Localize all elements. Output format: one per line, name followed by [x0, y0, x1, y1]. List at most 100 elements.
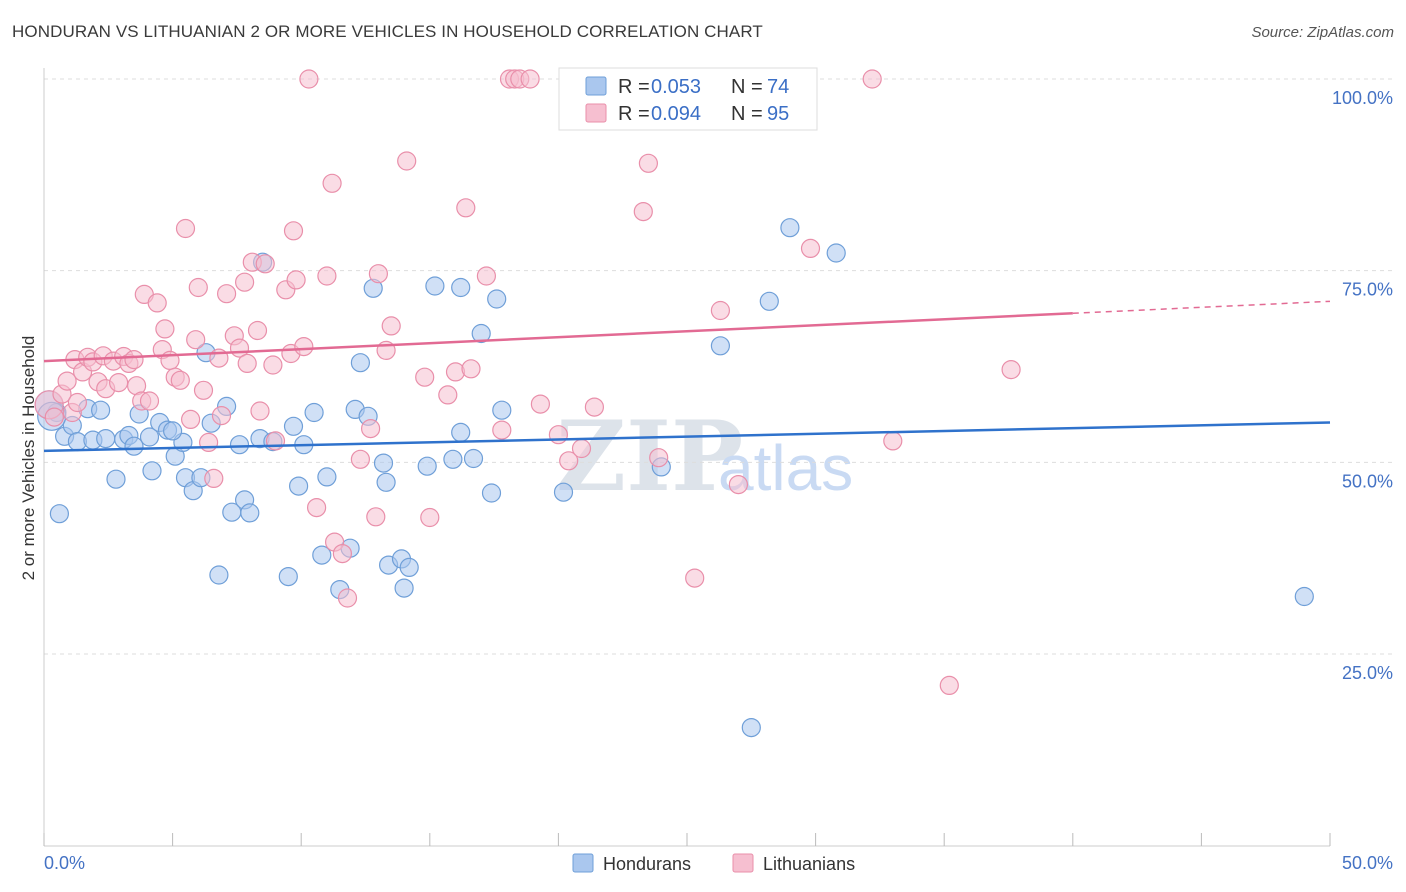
bottom-legend: Hondurans Lithuanians	[572, 853, 855, 874]
lithuanian-point	[559, 451, 579, 471]
honduran-point	[283, 416, 304, 436]
lithuanian-point	[332, 543, 352, 564]
bottom-legend-label-lithuanians: Lithuanians	[763, 854, 855, 874]
lithuanian-point	[307, 498, 327, 518]
lithuanian-point	[638, 153, 659, 173]
lithuanian-point	[286, 270, 306, 290]
lithuanian-point	[1001, 360, 1021, 380]
honduran-point	[142, 461, 162, 481]
lithuanian-point	[188, 277, 208, 298]
lithuanian-point	[548, 425, 569, 445]
lithuanian-point	[294, 337, 314, 357]
lithuanian-point	[397, 151, 417, 171]
legend-n-label-hondurans: N =	[731, 76, 763, 98]
x-tick-label-min: 0.0%	[44, 853, 85, 873]
lithuanian-point	[235, 272, 255, 292]
lithuanian-point	[415, 367, 435, 387]
lithuanian-point	[181, 409, 201, 429]
honduran-point	[106, 469, 126, 489]
legend-swatch-lithuanians	[585, 103, 607, 123]
lithuanian-trend-line-extension	[1072, 300, 1331, 315]
lithuanian-point	[361, 419, 381, 439]
lithuanian-point	[939, 675, 959, 696]
lithuanian-point	[520, 69, 540, 89]
honduran-point	[317, 467, 337, 487]
lithuanian-point	[186, 330, 206, 350]
lithuanian-point	[381, 316, 401, 336]
lithuanians-points	[34, 69, 1021, 696]
lithuanian-point	[175, 218, 196, 239]
lithuanian-point	[420, 507, 440, 528]
honduran-point	[278, 566, 298, 587]
lithuanian-point	[322, 173, 342, 193]
honduran-point	[780, 218, 800, 238]
lithuanian-point	[155, 319, 175, 339]
honduran-point	[487, 289, 507, 309]
lithuanian-point	[170, 370, 190, 390]
lithuanian-point	[263, 355, 283, 375]
lithuanian-point	[368, 264, 388, 284]
lithuanian-point	[147, 293, 167, 313]
lithuanian-point	[461, 359, 481, 379]
lithuanian-point	[710, 300, 731, 321]
bottom-legend-swatch-lithuanians	[732, 853, 754, 873]
honduran-point	[304, 402, 324, 423]
legend-n-label-lithuanians: N =	[731, 103, 763, 125]
lithuanian-point	[204, 468, 224, 488]
honduran-point	[139, 427, 160, 447]
lithuanian-point	[247, 320, 268, 341]
lithuanian-point	[492, 420, 512, 440]
lithuanian-point	[685, 568, 705, 588]
lithuanian-point	[350, 449, 370, 469]
honduran-point	[373, 453, 394, 473]
lithuanian-point	[44, 407, 64, 427]
y-tick-label: 100.0%	[1332, 88, 1393, 108]
legend-r-value-hondurans: 0.053	[651, 76, 701, 98]
lithuanian-point	[108, 373, 129, 393]
chart-source: Source: ZipAtlas.com	[1251, 24, 1394, 41]
lithuanian-point	[445, 362, 466, 382]
honduran-point	[492, 400, 512, 420]
honduran-point	[451, 277, 471, 298]
lithuanian-point	[211, 406, 232, 426]
honduran-point	[163, 421, 183, 441]
lithuanian-point	[250, 401, 270, 421]
legend-n-value-hondurans: 74	[767, 76, 789, 98]
x-ticks	[43, 833, 1331, 846]
honduran-point	[741, 717, 761, 738]
honduran-point	[826, 243, 846, 263]
y-tick-label: 75.0%	[1342, 280, 1393, 300]
lithuanian-point	[728, 475, 749, 495]
lithuanian-point	[67, 392, 88, 413]
lithuanian-trend-line	[43, 312, 1073, 363]
legend-r-label-lithuanians: R =	[618, 103, 650, 125]
honduran-point	[240, 503, 260, 523]
honduran-point	[481, 483, 502, 503]
honduran-point	[209, 565, 229, 585]
legend-swatch-hondurans	[585, 76, 607, 96]
lithuanian-point	[193, 380, 214, 400]
lithuanian-point	[299, 69, 319, 89]
honduran-point	[425, 276, 445, 296]
lithuanian-point	[438, 385, 458, 405]
bottom-legend-label-hondurans: Hondurans	[603, 854, 691, 874]
lithuanian-point	[476, 266, 496, 286]
honduran-point	[1294, 586, 1314, 607]
lithuanian-point	[237, 353, 257, 373]
lithuanian-point	[584, 397, 605, 417]
lithuanian-point	[530, 394, 551, 414]
honduran-point	[124, 436, 144, 456]
lithuanian-point	[199, 432, 219, 452]
legend-r-value-lithuanians: 0.094	[651, 103, 701, 125]
honduran-trend-line	[43, 421, 1331, 453]
honduran-point	[289, 476, 309, 496]
top-legend: R = 0.053 N = 74 R = 0.094 N = 95	[558, 67, 818, 131]
honduran-point	[759, 291, 779, 311]
watermark: ZIP atlas	[556, 400, 853, 513]
honduran-point	[553, 482, 574, 502]
lithuanian-point	[283, 221, 304, 241]
chart-title: HONDURAN VS LITHUANIAN 2 OR MORE VEHICLE…	[12, 22, 763, 41]
lithuanian-point	[124, 350, 144, 370]
honduran-point	[90, 400, 111, 420]
trend-lines	[43, 300, 1331, 453]
